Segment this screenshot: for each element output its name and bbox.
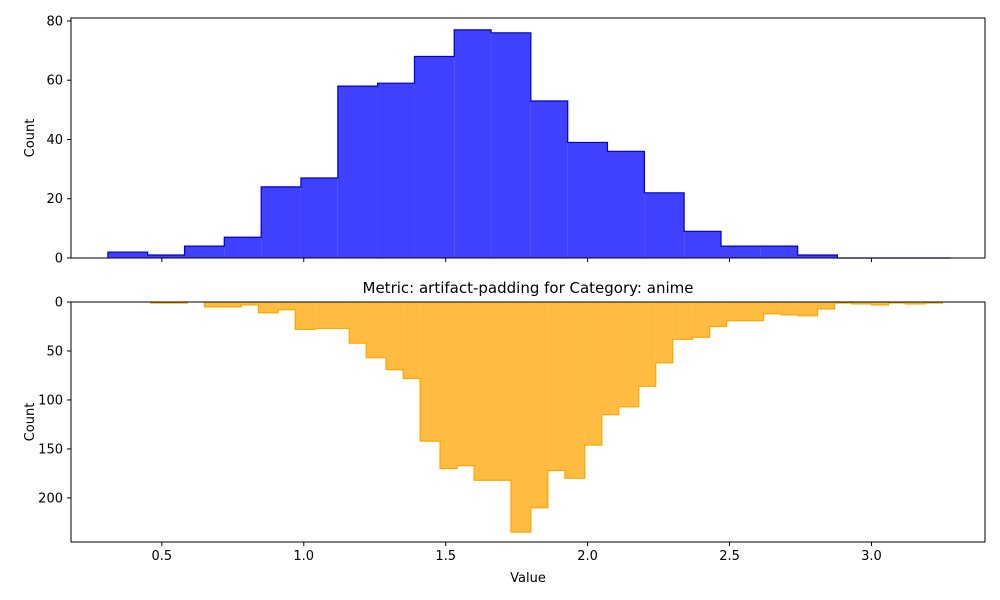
histogram-bin [797,302,818,316]
histogram-bin [871,302,889,305]
histogram-bin [601,302,619,415]
histogram-bin [204,302,242,307]
histogram-bin [760,246,798,258]
histogram-bin [584,302,602,446]
histogram-bin [258,302,279,313]
bottom-x-axis-ticks: 0.5 1.0 1.5 2.0 2.5 3.0 [151,542,882,564]
histogram-bin [349,302,367,344]
histogram-bin [300,178,338,258]
histogram-bin [454,29,492,258]
histogram-bin [261,186,301,258]
top-y-axis-label: Count [23,119,38,158]
bottom-chart-title: Metric: artifact-padding for Category: a… [363,279,694,297]
histogram-bin [618,302,639,407]
histogram-bin [530,100,568,259]
y-tick-label: 20 [46,192,63,207]
histogram-bin [184,246,225,258]
histogram-bin [547,302,565,471]
y-tick-label: 150 [38,442,63,457]
y-tick-label: 200 [38,491,63,506]
y-tick-label: 0 [55,296,63,311]
histogram-bin [420,302,441,442]
top-x-axis-ticks [161,258,872,262]
x-tick-label: 3.0 [861,549,882,564]
histogram-bin [107,252,148,258]
histogram-bin [638,302,656,387]
histogram-bin [684,231,722,258]
histogram-bin [780,302,798,315]
y-tick-label: 60 [46,74,63,89]
bottom-histogram-panel: 0.5 1.0 1.5 2.0 2.5 3.0 0 50 100 150 200 Metric: … [23,279,986,586]
y-tick-label: 50 [46,344,63,359]
histogram-bin [241,302,259,305]
histogram-bin [278,302,296,310]
x-tick-label: 2.5 [719,549,740,564]
histogram-bin [510,302,531,533]
histogram-bin [377,83,415,259]
x-tick-label: 1.0 [293,549,314,564]
histogram-bin [692,302,710,338]
histogram-bin [721,246,761,258]
bottom-histogram-bars [149,302,944,533]
histogram-bin [709,302,727,327]
top-plot-frame [70,17,986,259]
top-histogram-panel: 0 20 40 60 80 Count [23,14,986,267]
histogram-bin [474,302,511,481]
histogram-bin [905,302,926,304]
x-tick-label: 2.0 [577,549,598,564]
histogram-bin [530,302,548,508]
histogram-bin [607,151,645,258]
histogram-bin [655,302,673,363]
histogram-bin [315,302,350,329]
histogram-bin [295,302,316,330]
top-y-axis-ticks: 0 20 40 60 80 [46,14,71,267]
top-histogram-bars [107,29,951,259]
histogram-bin [147,255,185,258]
histogram-bin [224,237,262,258]
bottom-x-axis-label: Value [510,571,546,586]
histogram-bin [797,255,838,258]
histogram-bin [644,192,685,258]
y-tick-label: 100 [38,393,63,408]
histogram-bin [567,142,608,258]
x-tick-label: 1.5 [435,549,456,564]
histogram-bin [403,302,421,379]
y-tick-label: 80 [46,14,63,29]
histogram-bin [817,302,835,309]
bottom-y-axis-ticks: 0 50 100 150 200 [38,296,71,506]
bottom-y-axis-label: Count [23,403,38,442]
histogram-bin [564,302,585,479]
histogram-bin [386,302,404,370]
histogram-bin [672,302,693,340]
histogram-bin [414,56,455,258]
bottom-plot-frame [70,301,986,543]
histogram-outline [107,29,951,259]
y-tick-label: 0 [55,252,63,267]
histogram-bin [763,302,781,314]
histogram-bin [851,302,872,304]
y-tick-label: 40 [46,133,63,148]
x-tick-label: 0.5 [151,549,172,564]
histogram-bin [366,302,387,358]
histogram-bin [726,302,764,321]
histogram-bin [440,302,458,469]
histogram-bin [457,302,475,466]
histogram-bin [491,32,531,258]
histogram-bin [337,86,378,258]
